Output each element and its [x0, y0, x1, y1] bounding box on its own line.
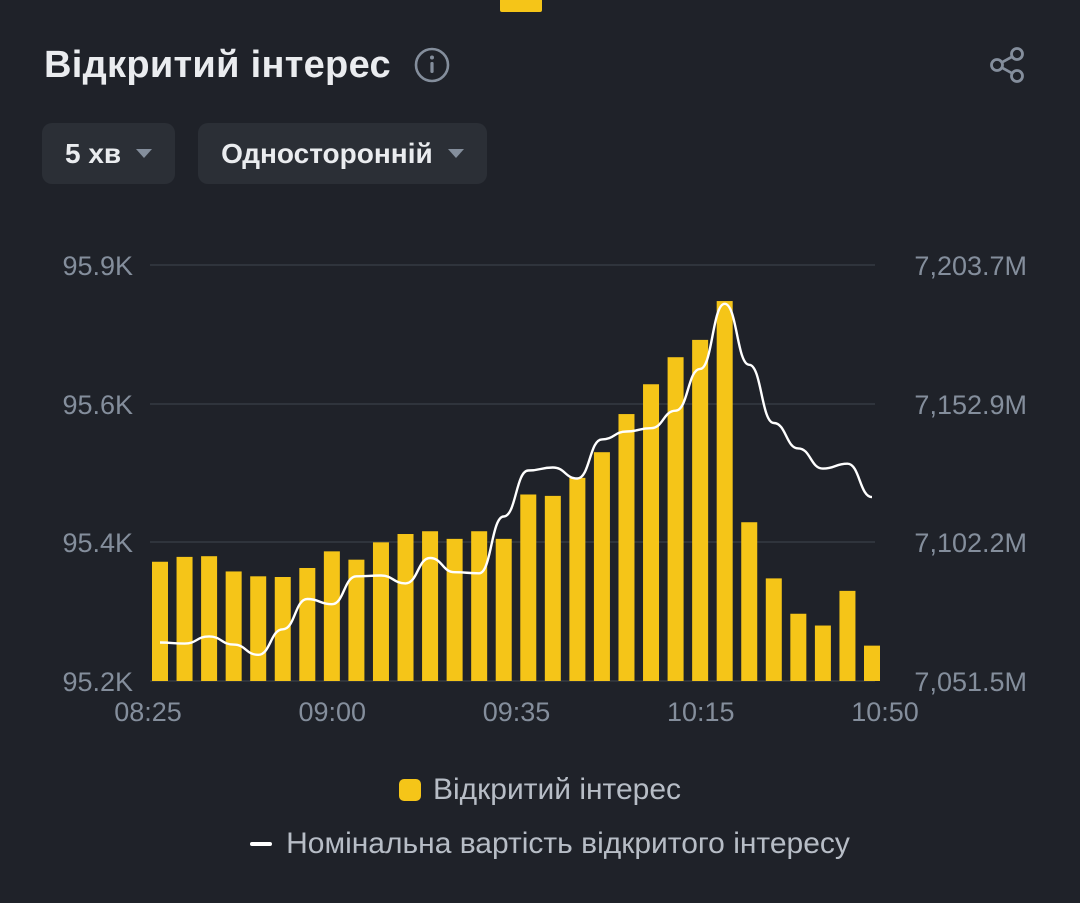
- legend-label-notional-value: Номінальна вартість відкритого інтересу: [286, 827, 850, 860]
- x-tick-label: 09:00: [298, 697, 366, 727]
- bar: [741, 522, 758, 681]
- bar: [471, 531, 488, 681]
- bar: [667, 357, 684, 681]
- bar: [716, 301, 733, 681]
- y-right-tick-label: 7,102.2M: [914, 528, 1027, 558]
- interval-dropdown[interactable]: 5 хв: [42, 123, 176, 184]
- y-left-tick-label: 95.9K: [62, 251, 133, 281]
- bar: [323, 551, 340, 681]
- bar: [201, 556, 218, 681]
- legend-item-notional-value: Номінальна вартість відкритого інтересу: [0, 824, 1080, 864]
- header: Відкритий інтерес: [44, 38, 1028, 92]
- line-series: [159, 302, 873, 656]
- bar-series: [152, 301, 880, 681]
- interval-dropdown-label: 5 хв: [65, 137, 122, 169]
- bar: [643, 384, 660, 681]
- bar: [446, 538, 463, 681]
- bar: [765, 578, 782, 681]
- y-right-tick-label: 7,203.7M: [914, 251, 1027, 281]
- y-right-tick-label: 7,152.9M: [914, 390, 1027, 420]
- bar: [152, 561, 168, 681]
- caret-down-icon: [447, 148, 465, 159]
- open-interest-chart: 95.9K 7,203.7M 95.6K 7,152.9M 95.4K 7,102.2M 9…: [62, 251, 1027, 727]
- bar: [299, 567, 316, 681]
- bar: [176, 556, 193, 681]
- bar: [692, 339, 709, 681]
- bar: [397, 534, 414, 681]
- bar: [839, 590, 856, 681]
- bar: [225, 571, 242, 681]
- bar: [520, 494, 537, 681]
- bar: [250, 576, 267, 681]
- chart-legend: Відкритий інтерес Номінальна вартість ві…: [0, 770, 1080, 864]
- legend-label-open-interest: Відкритий інтерес: [432, 773, 682, 806]
- bar: [618, 414, 635, 681]
- tick-labels: 95.9K 7,203.7M 95.6K 7,152.9M 95.4K 7,102.2M 9…: [62, 251, 1027, 727]
- bar: [790, 613, 807, 681]
- caret-down-icon: [135, 148, 153, 159]
- chart-controls: 5 хв Односторонній: [42, 123, 487, 184]
- info-circle-icon[interactable]: [413, 46, 451, 84]
- bar: [814, 625, 831, 681]
- legend-swatch-bar: [398, 779, 421, 801]
- mode-dropdown-label: Односторонній: [221, 137, 433, 169]
- bar: [569, 477, 586, 681]
- bar: [593, 452, 610, 681]
- bar: [495, 538, 512, 681]
- x-tick-label: 10:50: [851, 697, 919, 727]
- bar: [544, 495, 561, 681]
- x-tick-label: 10:15: [667, 697, 735, 727]
- x-tick-label: 08:25: [114, 697, 182, 727]
- share-icon[interactable]: [988, 45, 1028, 85]
- bar: [372, 542, 389, 681]
- y-left-tick-label: 95.6K: [62, 390, 133, 420]
- legend-item-open-interest: Відкритий інтерес: [0, 770, 1080, 810]
- y-left-tick-label: 95.2K: [62, 667, 133, 697]
- legend-swatch-line: [250, 842, 273, 846]
- notional-value-line: [159, 302, 873, 656]
- y-right-tick-label: 7,051.5M: [914, 667, 1027, 697]
- bar: [864, 645, 880, 681]
- mode-dropdown[interactable]: Односторонній: [198, 123, 487, 184]
- active-tab-indicator: [500, 0, 542, 12]
- bar: [348, 559, 365, 681]
- y-left-tick-label: 95.4K: [62, 528, 133, 558]
- page-title: Відкритий інтерес: [44, 43, 391, 86]
- bar: [422, 531, 439, 681]
- x-tick-label: 09:35: [483, 697, 551, 727]
